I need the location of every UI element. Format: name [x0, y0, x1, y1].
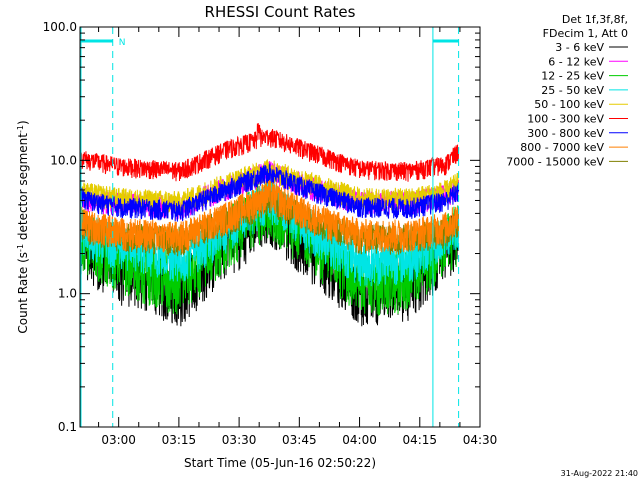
series-300-800-kev: [79, 163, 460, 222]
x-tick-label: 03:00: [101, 433, 136, 447]
legend-header-line-1: Det 1f,3f,8f,: [562, 13, 628, 26]
x-tick-label: 04:00: [342, 433, 377, 447]
attenuator-flags: N: [80, 27, 460, 427]
chart-title: RHESSI Count Rates: [205, 3, 356, 21]
x-tick-label: 04:30: [463, 433, 498, 447]
legend-label-series-300-800-kev: 300 - 800 keV: [527, 127, 604, 140]
plot-frame: [79, 26, 481, 428]
legend-label-series-800-7000-kev: 800 - 7000 keV: [520, 141, 604, 154]
x-tick-label: 03:15: [162, 433, 197, 447]
series-800-7000-kev: [79, 179, 460, 254]
y-tick-label: 1.0: [58, 287, 77, 301]
y-axis-label: Count Rate (s-1 detector segment-1): [16, 120, 30, 333]
x-tick-label: 03:45: [282, 433, 317, 447]
series-100-300-kev: [79, 123, 460, 182]
x-tick-label: 04:15: [402, 433, 437, 447]
legend-header-line-2: FDecim 1, Att 0: [543, 27, 628, 40]
plot-area: [79, 123, 460, 327]
legend-label-series-50-100-kev: 50 - 100 keV: [534, 98, 604, 111]
legend-label-series-7000-15000-kev: 7000 - 15000 keV: [506, 155, 604, 168]
legend: Det 1f,3f,8f, FDecim 1, Att 0 3 - 6 keV6…: [506, 13, 628, 168]
x-axis: 03:00 03:15 03:30 03:45 04:00 04:15 04:30: [98, 27, 498, 447]
x-tick-label: 03:30: [222, 433, 257, 447]
y-tick-label: 100.0: [43, 20, 77, 34]
flag-label: N: [119, 38, 126, 48]
legend-label-series-3-6-kev: 3 - 6 keV: [555, 41, 604, 54]
legend-label-series-12-25-kev: 12 - 25 keV: [541, 70, 604, 83]
legend-label-series-6-12-kev: 6 - 12 keV: [548, 55, 604, 68]
legend-label-series-25-50-kev: 25 - 50 keV: [541, 84, 604, 97]
x-axis-label: Start Time (05-Jun-16 02:50:22): [184, 456, 376, 470]
y-tick-label: 10.0: [50, 153, 77, 167]
date-stamp: 31-Aug-2022 21:40: [561, 469, 638, 478]
legend-label-series-100-300-kev: 100 - 300 keV: [527, 113, 604, 126]
y-axis: 0.1 1.0 10.0 100.0: [43, 20, 480, 434]
y-tick-label: 0.1: [58, 420, 77, 434]
